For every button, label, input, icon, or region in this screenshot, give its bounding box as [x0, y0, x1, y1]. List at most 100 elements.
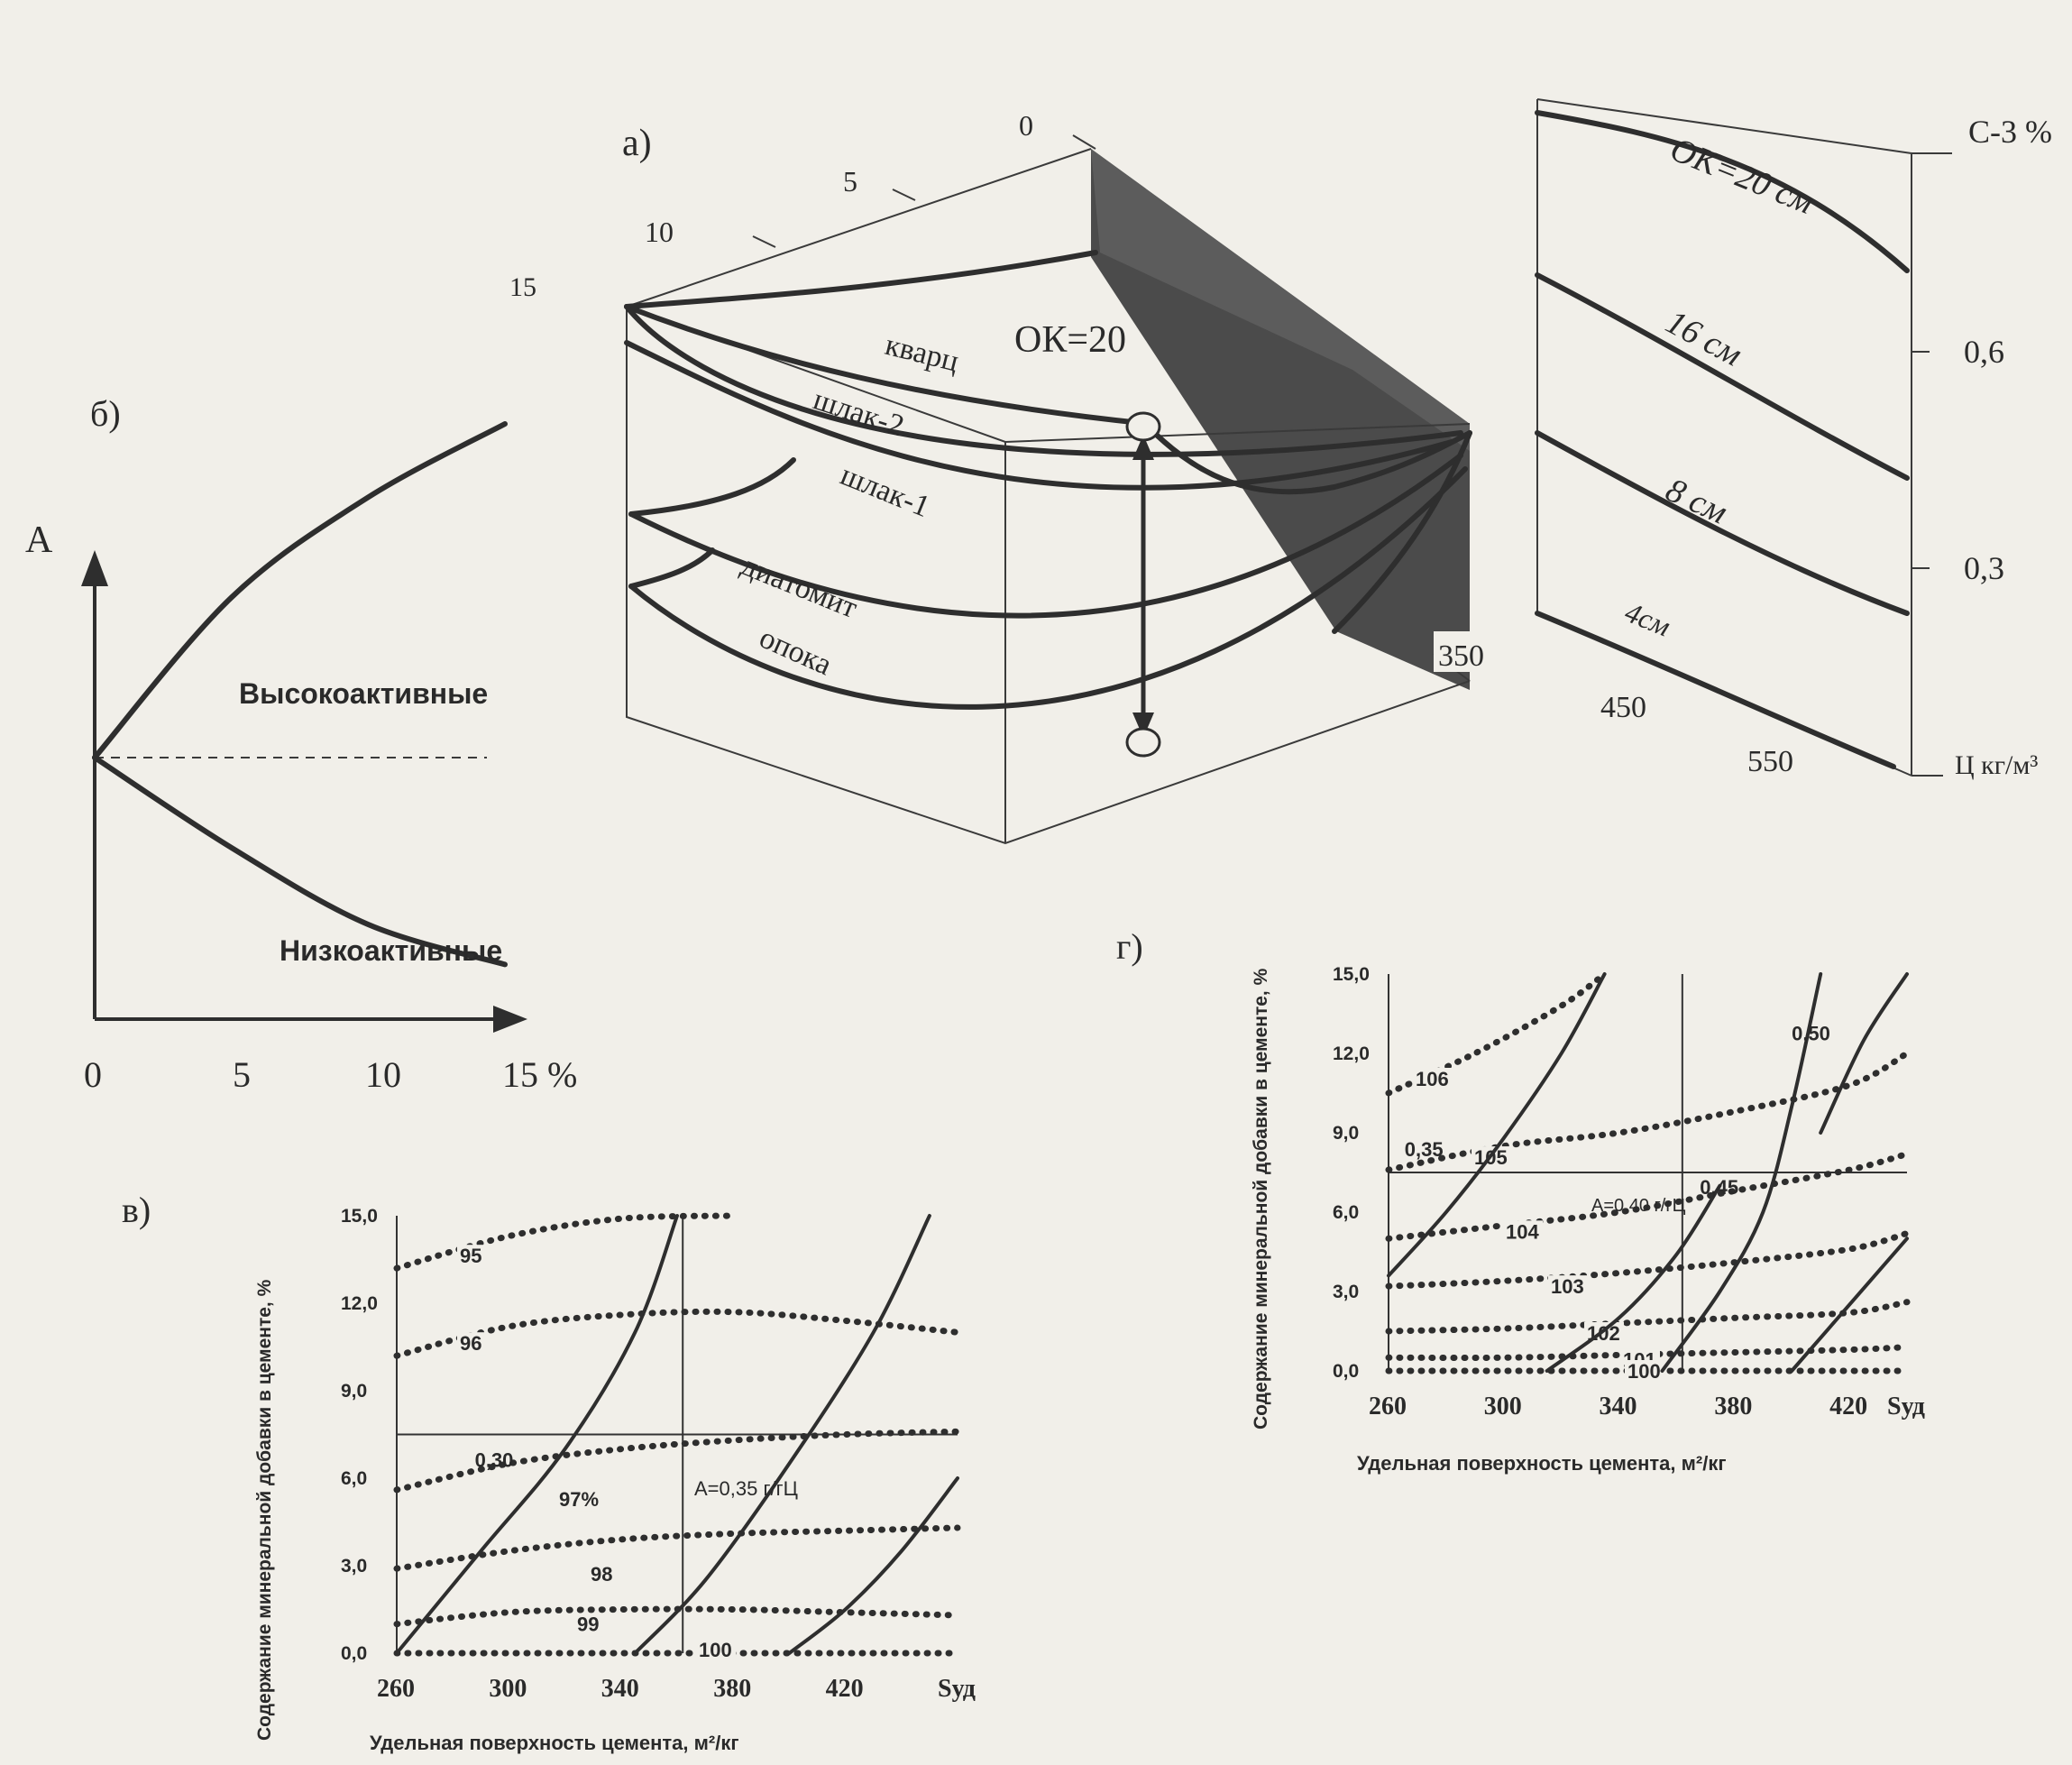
- v-ytick: 9,0: [341, 1381, 367, 1402]
- panel-g: г) 0,0 3,0 6,0 9,0 12,0 15,0 260 300 340 380 420 Sу…: [1116, 926, 1925, 1475]
- series-label: шлак-1: [836, 458, 934, 524]
- v-strength-label: 95: [460, 1245, 481, 1267]
- v-xtick: 300: [489, 1675, 527, 1703]
- v-ytick: 3,0: [341, 1556, 367, 1577]
- g-strength-label: 103: [1551, 1275, 1584, 1298]
- series-label: кварц: [882, 328, 962, 379]
- side-curve-ok20: [1535, 110, 1910, 273]
- panel-label-a: а): [622, 123, 652, 164]
- v-strength-label: 97%: [559, 1488, 599, 1511]
- series-label: диатомит: [737, 548, 862, 625]
- panel-label-g: г): [1116, 926, 1143, 967]
- series-label: шлак-2: [810, 382, 908, 443]
- v-strength-label: 100: [699, 1639, 732, 1661]
- g-ytick: 15,0: [1333, 964, 1370, 985]
- v-wc-isoline: [787, 1476, 959, 1655]
- side-curve-8: [1535, 430, 1910, 616]
- b-series-line-2: [92, 755, 508, 968]
- v-wc-isoline: [395, 1214, 679, 1655]
- g-xtick: 260: [1369, 1393, 1407, 1420]
- curve-shlak1: [624, 340, 1454, 491]
- g-strength-isoline: [1385, 1299, 1911, 1335]
- g-strength-isoline: [1385, 970, 1609, 1097]
- v-xtick: 420: [826, 1675, 864, 1703]
- b-series-line-1: [92, 421, 508, 760]
- curve-kvarts: [624, 304, 1152, 427]
- g-xtick: Sуд: [1887, 1393, 1925, 1420]
- b-xtick: 10: [365, 1054, 401, 1095]
- depth-tick: 0: [1019, 109, 1033, 142]
- v-strength-isoline: [393, 1212, 737, 1272]
- depth-tick: 15: [509, 272, 536, 302]
- g-ytick: 3,0: [1333, 1282, 1359, 1302]
- b-xtick: 0: [84, 1054, 102, 1095]
- marker-bottom: [1125, 727, 1161, 758]
- side-series-label: ОК=20 см: [1665, 130, 1820, 221]
- g-strength-label: 106: [1416, 1068, 1449, 1090]
- g-wc-label: 0,45: [1700, 1176, 1738, 1199]
- g-ytick: 6,0: [1333, 1202, 1359, 1223]
- g-xtick: 340: [1600, 1393, 1637, 1420]
- v-strength-label: 96: [460, 1332, 481, 1355]
- label-high: Высокоактивные: [239, 677, 488, 710]
- side-ylabel: С-3 %: [1968, 114, 2052, 150]
- g-wc-isoline: [1790, 1236, 1909, 1373]
- v-xtick: Sуд: [938, 1675, 976, 1703]
- panel-a: а) 0 5 10 15 ОК=20 кварц шлак-2: [509, 109, 1793, 845]
- g-ylabel: Содержание минеральной добавки в цементе…: [1251, 968, 1271, 1429]
- panel-a-side: ОК=20 см 16 см 8 см 4см С-3 % 0,6 0,3 Ц …: [1535, 98, 2052, 780]
- depth-tick: 10: [645, 216, 674, 248]
- g-wc-isoline: [1387, 972, 1607, 1278]
- b-xtick: 15 %: [502, 1054, 577, 1095]
- front-tick: 450: [1600, 691, 1646, 724]
- v-ytick: 12,0: [341, 1293, 378, 1314]
- b-ylabel: А: [25, 519, 53, 561]
- v-wc-isoline: [633, 1214, 931, 1655]
- g-xlabel: Удельная поверхность цемента, м²/кг: [1357, 1452, 1727, 1475]
- v-xtick: 340: [601, 1675, 639, 1703]
- side-xlabel: Ц кг/м³: [1955, 750, 2038, 780]
- front-tick: 550: [1747, 745, 1793, 778]
- g-strength-label: 104: [1506, 1220, 1539, 1243]
- v-strength-isoline: [393, 1524, 961, 1572]
- panel-b: б) А Высокоактивные Низкоактивные 0 5 10…: [25, 393, 577, 1095]
- v-xtick: 380: [713, 1675, 751, 1703]
- curve-shlak2: [624, 304, 1463, 457]
- g-wc-isoline: [1660, 972, 1823, 1373]
- curve-back-top: [624, 250, 1098, 309]
- label-low: Низкоактивные: [280, 934, 502, 967]
- curve-opoka: [628, 466, 1468, 710]
- v-ytick: 15,0: [341, 1206, 378, 1227]
- v-wc-label: 0,30: [475, 1449, 514, 1472]
- g-ytick: 12,0: [1333, 1043, 1370, 1064]
- side-series-label: 8 см: [1660, 471, 1733, 531]
- v-ylabel: Содержание минеральной добавки в цементе…: [254, 1279, 275, 1741]
- g-wc-isoline: [1819, 972, 1909, 1135]
- g-xtick: 300: [1484, 1393, 1522, 1420]
- g-strength-label: А=0,40 г/гЦ: [1591, 1196, 1686, 1216]
- v-strength-isoline: [393, 1428, 961, 1494]
- panel-label-b: б): [90, 393, 121, 434]
- side-curve-16: [1535, 272, 1910, 481]
- v-xlabel: Удельная поверхность цемента, м²/кг: [370, 1732, 739, 1754]
- g-strength-isoline: [1385, 1230, 1911, 1290]
- front-tick: 350: [1438, 639, 1484, 673]
- v-strength-label: 99: [577, 1613, 599, 1636]
- b-xtick: 5: [233, 1054, 251, 1095]
- g-strength-label: 100: [1627, 1360, 1661, 1383]
- panel-label-v: в): [122, 1190, 151, 1230]
- v-strength-isoline: [393, 1308, 961, 1359]
- v-strength-label: 98: [591, 1563, 612, 1586]
- curve-diatomit: [628, 453, 1463, 619]
- v-xtick: 260: [377, 1675, 415, 1703]
- g-wc-label: 0,35: [1405, 1138, 1444, 1161]
- g-ytick: 0,0: [1333, 1361, 1359, 1382]
- marker-top: [1125, 411, 1161, 442]
- panel-v: в) 0,0 3,0 6,0 9,0 12,0 15,0 260 300 340 380 420 Sу…: [122, 1190, 976, 1754]
- g-wc-label: 0,50: [1792, 1022, 1830, 1044]
- side-curve-4: [1535, 611, 1896, 769]
- annotation-ok20: ОК=20: [1014, 319, 1126, 361]
- side-ytick: 0,3: [1964, 550, 2004, 586]
- g-xtick: 380: [1714, 1393, 1752, 1420]
